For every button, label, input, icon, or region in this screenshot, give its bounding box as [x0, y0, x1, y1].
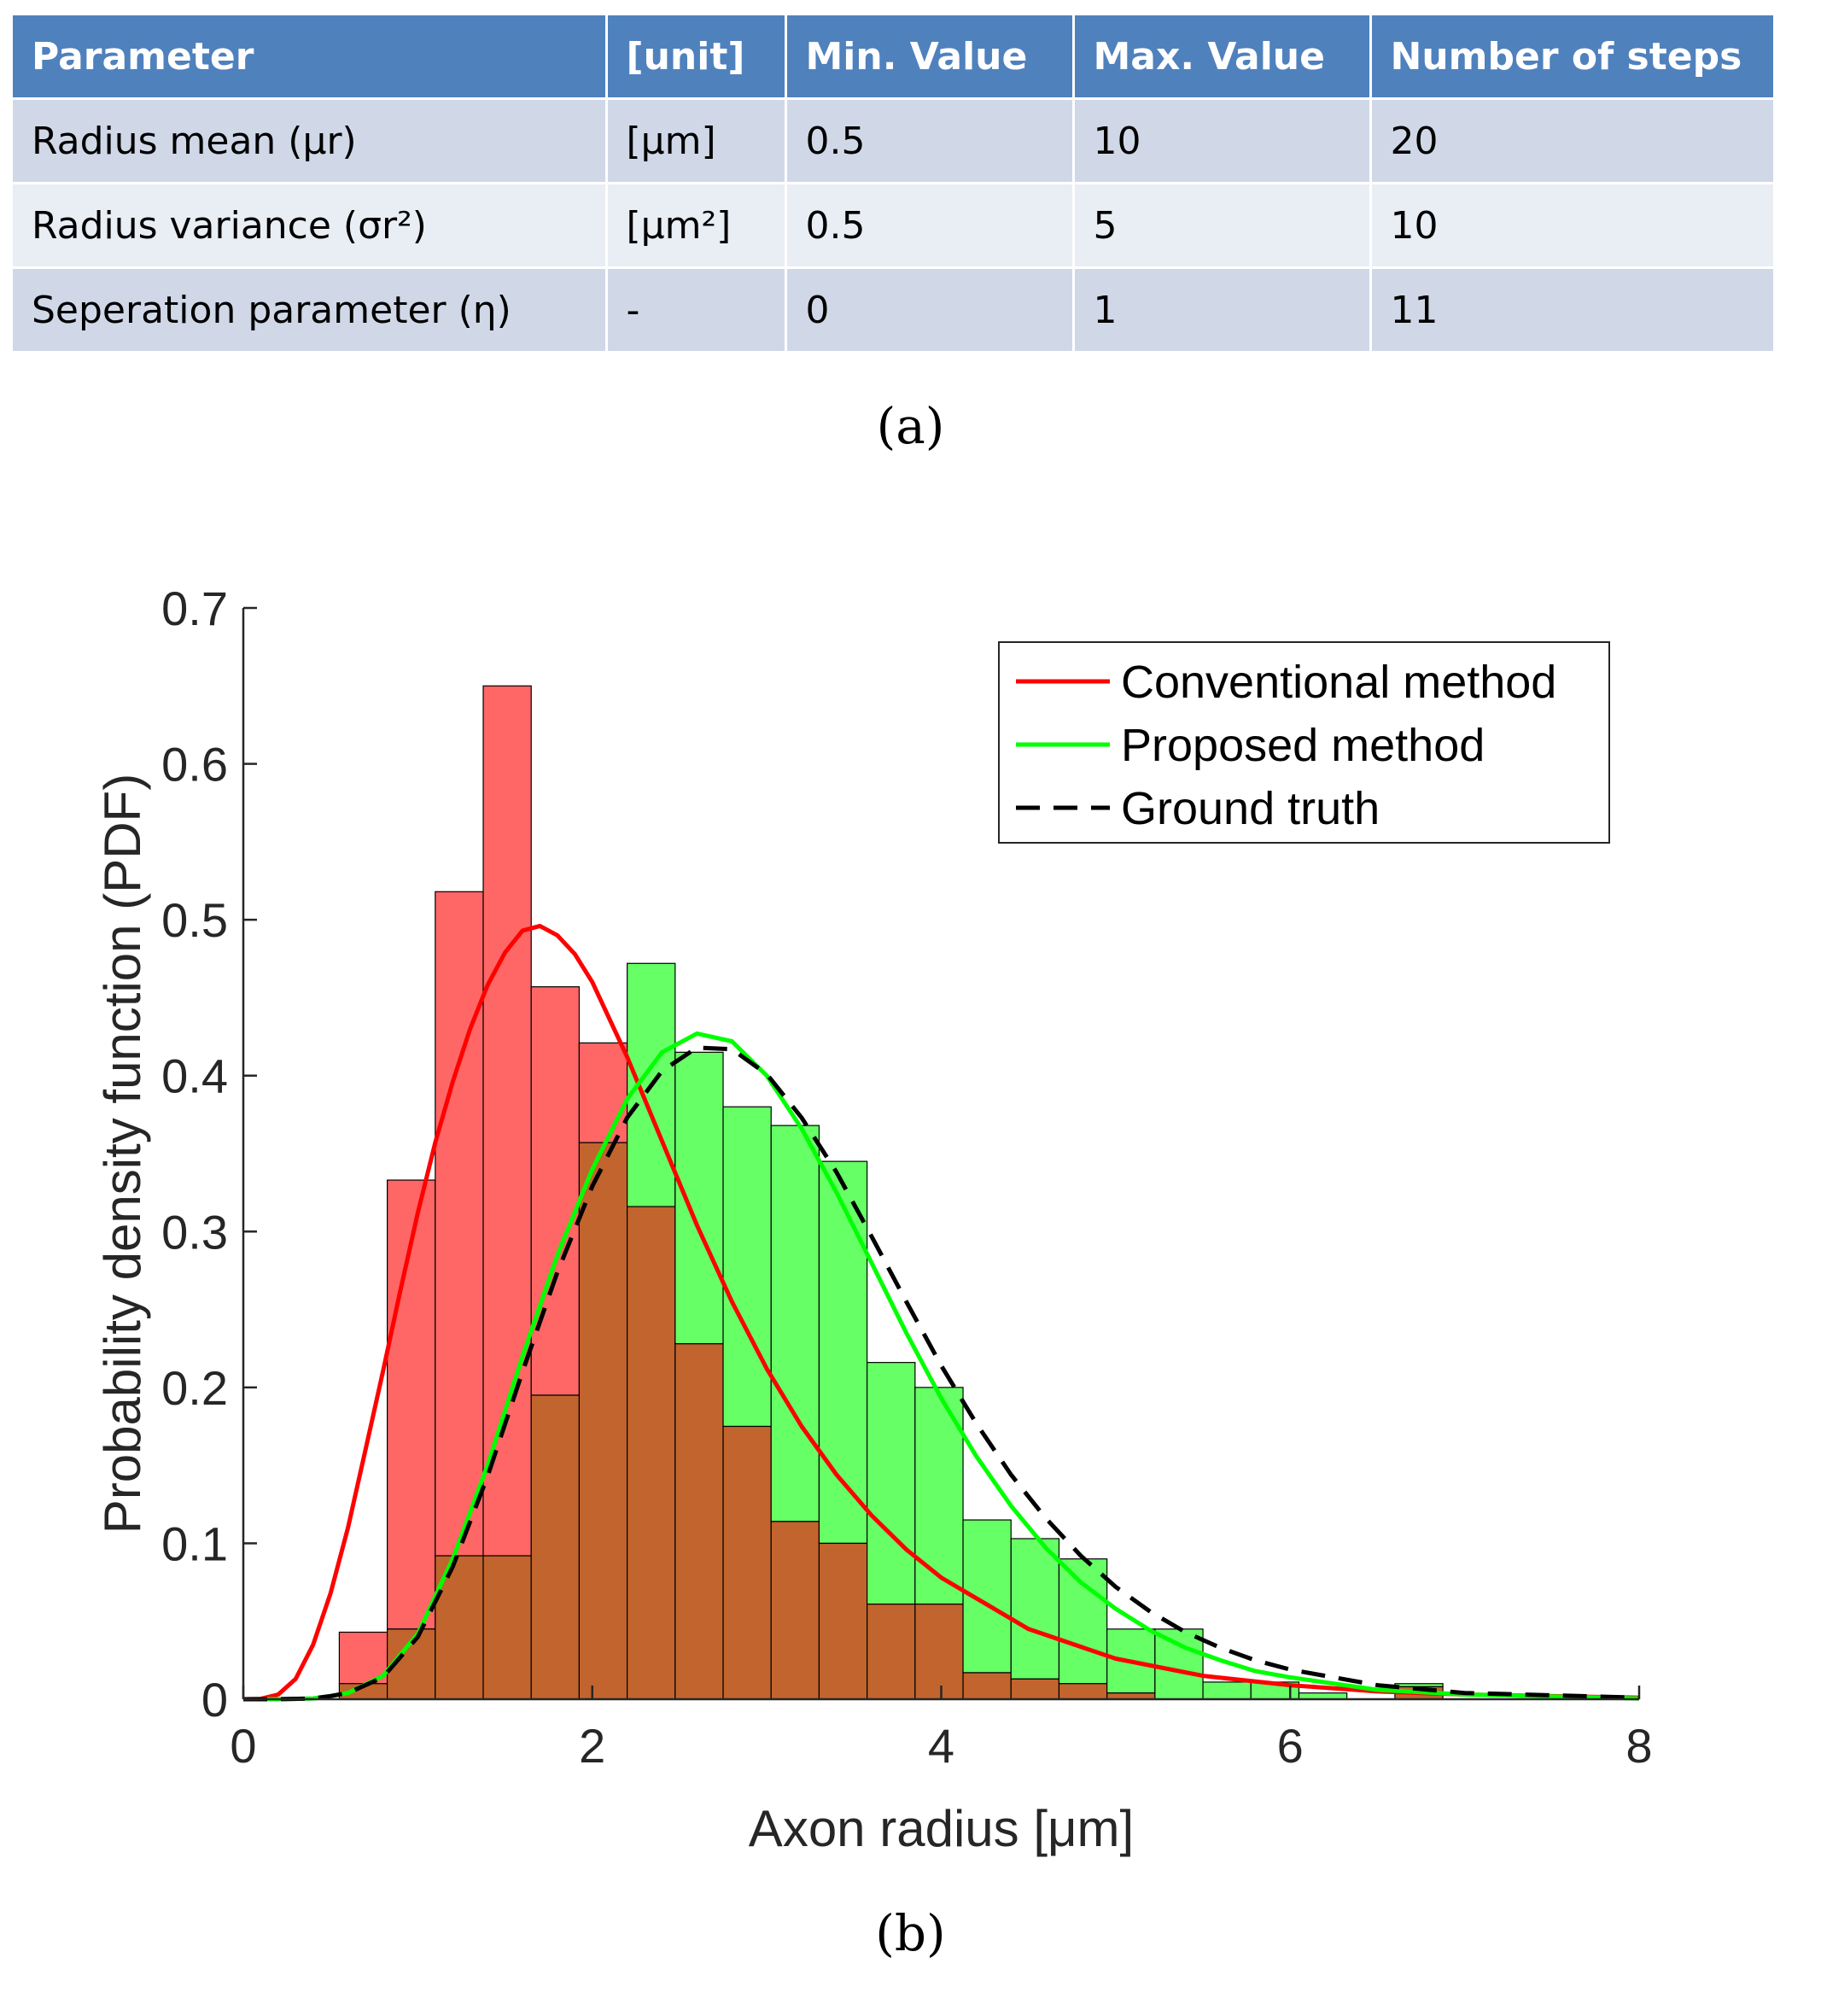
conventional-histogram-bar [387, 1179, 436, 1630]
table-row: Seperation parameter (η) - 0 1 11 [13, 266, 1773, 351]
pdf-chart: 0 2 4 6 8 0 0.1 0.2 0.3 0.4 0.5 0.6 0.7 Axon radius [… [94, 581, 1653, 1857]
proposed-histogram-bar [867, 1362, 916, 1605]
overlap-histogram-bar [818, 1542, 868, 1700]
y-tick-label: 0.5 [161, 893, 228, 947]
header-parameter: Parameter [13, 15, 606, 99]
cell-min: 0.5 [784, 97, 1073, 184]
legend: Conventional method Proposed method Ground… [998, 641, 1610, 844]
caption-b: (b) [875, 1904, 946, 1962]
conventional-histogram-bar [482, 685, 532, 1557]
legend-entry: Ground truth [1121, 783, 1380, 834]
y-axis-label: Probability density function (PDF) [94, 774, 151, 1534]
cell-parameter: Seperation parameter (η) [13, 266, 606, 351]
legend-entry: Proposed method [1121, 720, 1485, 771]
overlap-histogram-bar [722, 1425, 772, 1700]
overlap-histogram-bar [530, 1394, 581, 1700]
conventional-histogram-bar [338, 1631, 388, 1685]
y-tick-label: 0.4 [161, 1049, 228, 1103]
proposed-histogram-bar [722, 1106, 772, 1428]
cell-max: 1 [1071, 266, 1370, 351]
conventional-histogram-bar [435, 891, 484, 1557]
proposed-method-curve [243, 1031, 1640, 1702]
y-tick-label: 0.3 [161, 1205, 228, 1259]
table-row: Radius mean (μr) [μm] 0.5 10 20 [13, 97, 1773, 184]
proposed-histogram-bar [1154, 1628, 1204, 1700]
cell-min: 0.5 [784, 182, 1073, 268]
header-max-value: Max. Value [1071, 15, 1370, 99]
table-header-row: Parameter [unit] Min. Value Max. Value N… [13, 15, 1773, 99]
y-tick-label: 0 [201, 1673, 228, 1727]
y-tick-label: 0.2 [161, 1361, 228, 1415]
x-tick-label: 4 [928, 1719, 954, 1773]
proposed-histogram-bar [1010, 1538, 1060, 1680]
header-number-of-steps: Number of steps [1369, 15, 1773, 99]
cell-max: 10 [1071, 97, 1370, 184]
pdf-curves [242, 923, 1640, 1702]
proposed-histogram-bar [1202, 1681, 1252, 1700]
x-tick-label: 0 [230, 1719, 256, 1773]
cell-steps: 11 [1369, 266, 1773, 351]
proposed-histogram-bar [1058, 1558, 1108, 1685]
cell-parameter: Radius variance (σr²) [13, 182, 606, 268]
cell-parameter: Radius mean (μr) [13, 97, 606, 184]
overlap-histogram-bar [962, 1672, 1012, 1700]
header-min-value: Min. Value [784, 15, 1073, 99]
y-tick-label: 0.1 [161, 1516, 228, 1570]
overlap-histogram-bar [627, 1206, 676, 1700]
overlap-histogram-bar [482, 1555, 532, 1700]
proposed-histogram-bar [674, 1051, 724, 1345]
overlap-histogram-bar [914, 1604, 964, 1700]
axes: 0 2 4 6 8 0 0.1 0.2 0.3 0.4 0.5 0.6 0.7 Axon radius [… [94, 581, 1653, 1857]
cell-unit: - [604, 266, 785, 351]
overlap-histogram-bar [674, 1343, 724, 1700]
overlap-histogram-bar [867, 1604, 916, 1700]
conventional-histogram-bar [530, 986, 581, 1396]
overlap-histogram-bar [770, 1521, 820, 1700]
cell-unit: [μm] [604, 97, 785, 184]
histogram-bars [338, 685, 1444, 1700]
y-tick-label: 0.7 [161, 581, 228, 635]
x-axis-label: Axon radius [μm] [749, 1800, 1134, 1857]
y-tick-label: 0.6 [161, 738, 228, 792]
table-row: Radius variance (σr²) [μm²] 0.5 5 10 [13, 182, 1773, 268]
overlap-histogram-bar [1058, 1683, 1108, 1700]
conventional-method-curve [242, 923, 1640, 1702]
x-tick-label: 8 [1625, 1719, 1652, 1773]
x-tick-label: 2 [579, 1719, 605, 1773]
conventional-histogram-bar [578, 1042, 628, 1143]
overlap-histogram-bar [578, 1142, 628, 1700]
cell-max: 5 [1071, 182, 1370, 268]
cell-min: 0 [784, 266, 1073, 351]
proposed-histogram-bar [770, 1125, 820, 1522]
header-unit: [unit] [604, 15, 785, 99]
legend-entry: Conventional method [1121, 657, 1556, 708]
x-tick-label: 6 [1277, 1719, 1304, 1773]
parameter-table: Parameter [unit] Min. Value Max. Value N… [13, 15, 1773, 351]
ground-truth-curve [243, 1045, 1640, 1702]
overlap-histogram-bar [1010, 1678, 1060, 1700]
cell-steps: 10 [1369, 182, 1773, 268]
cell-unit: [μm²] [604, 182, 785, 268]
cell-steps: 20 [1369, 97, 1773, 184]
caption-a: (a) [876, 397, 945, 455]
